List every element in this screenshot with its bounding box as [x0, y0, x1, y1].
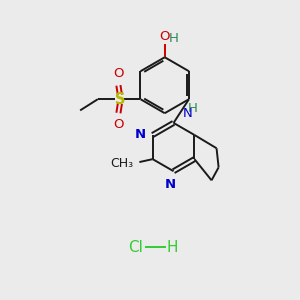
Text: N: N	[135, 128, 146, 142]
Text: O: O	[113, 68, 124, 80]
Text: S: S	[115, 92, 125, 107]
Text: O: O	[160, 30, 170, 44]
Text: N: N	[165, 178, 176, 191]
Text: H: H	[169, 32, 179, 45]
Text: N: N	[183, 107, 193, 120]
Text: Cl: Cl	[128, 240, 143, 255]
Text: CH₃: CH₃	[110, 157, 134, 170]
Text: H: H	[188, 102, 198, 115]
Text: O: O	[113, 118, 124, 131]
Text: H: H	[166, 240, 178, 255]
